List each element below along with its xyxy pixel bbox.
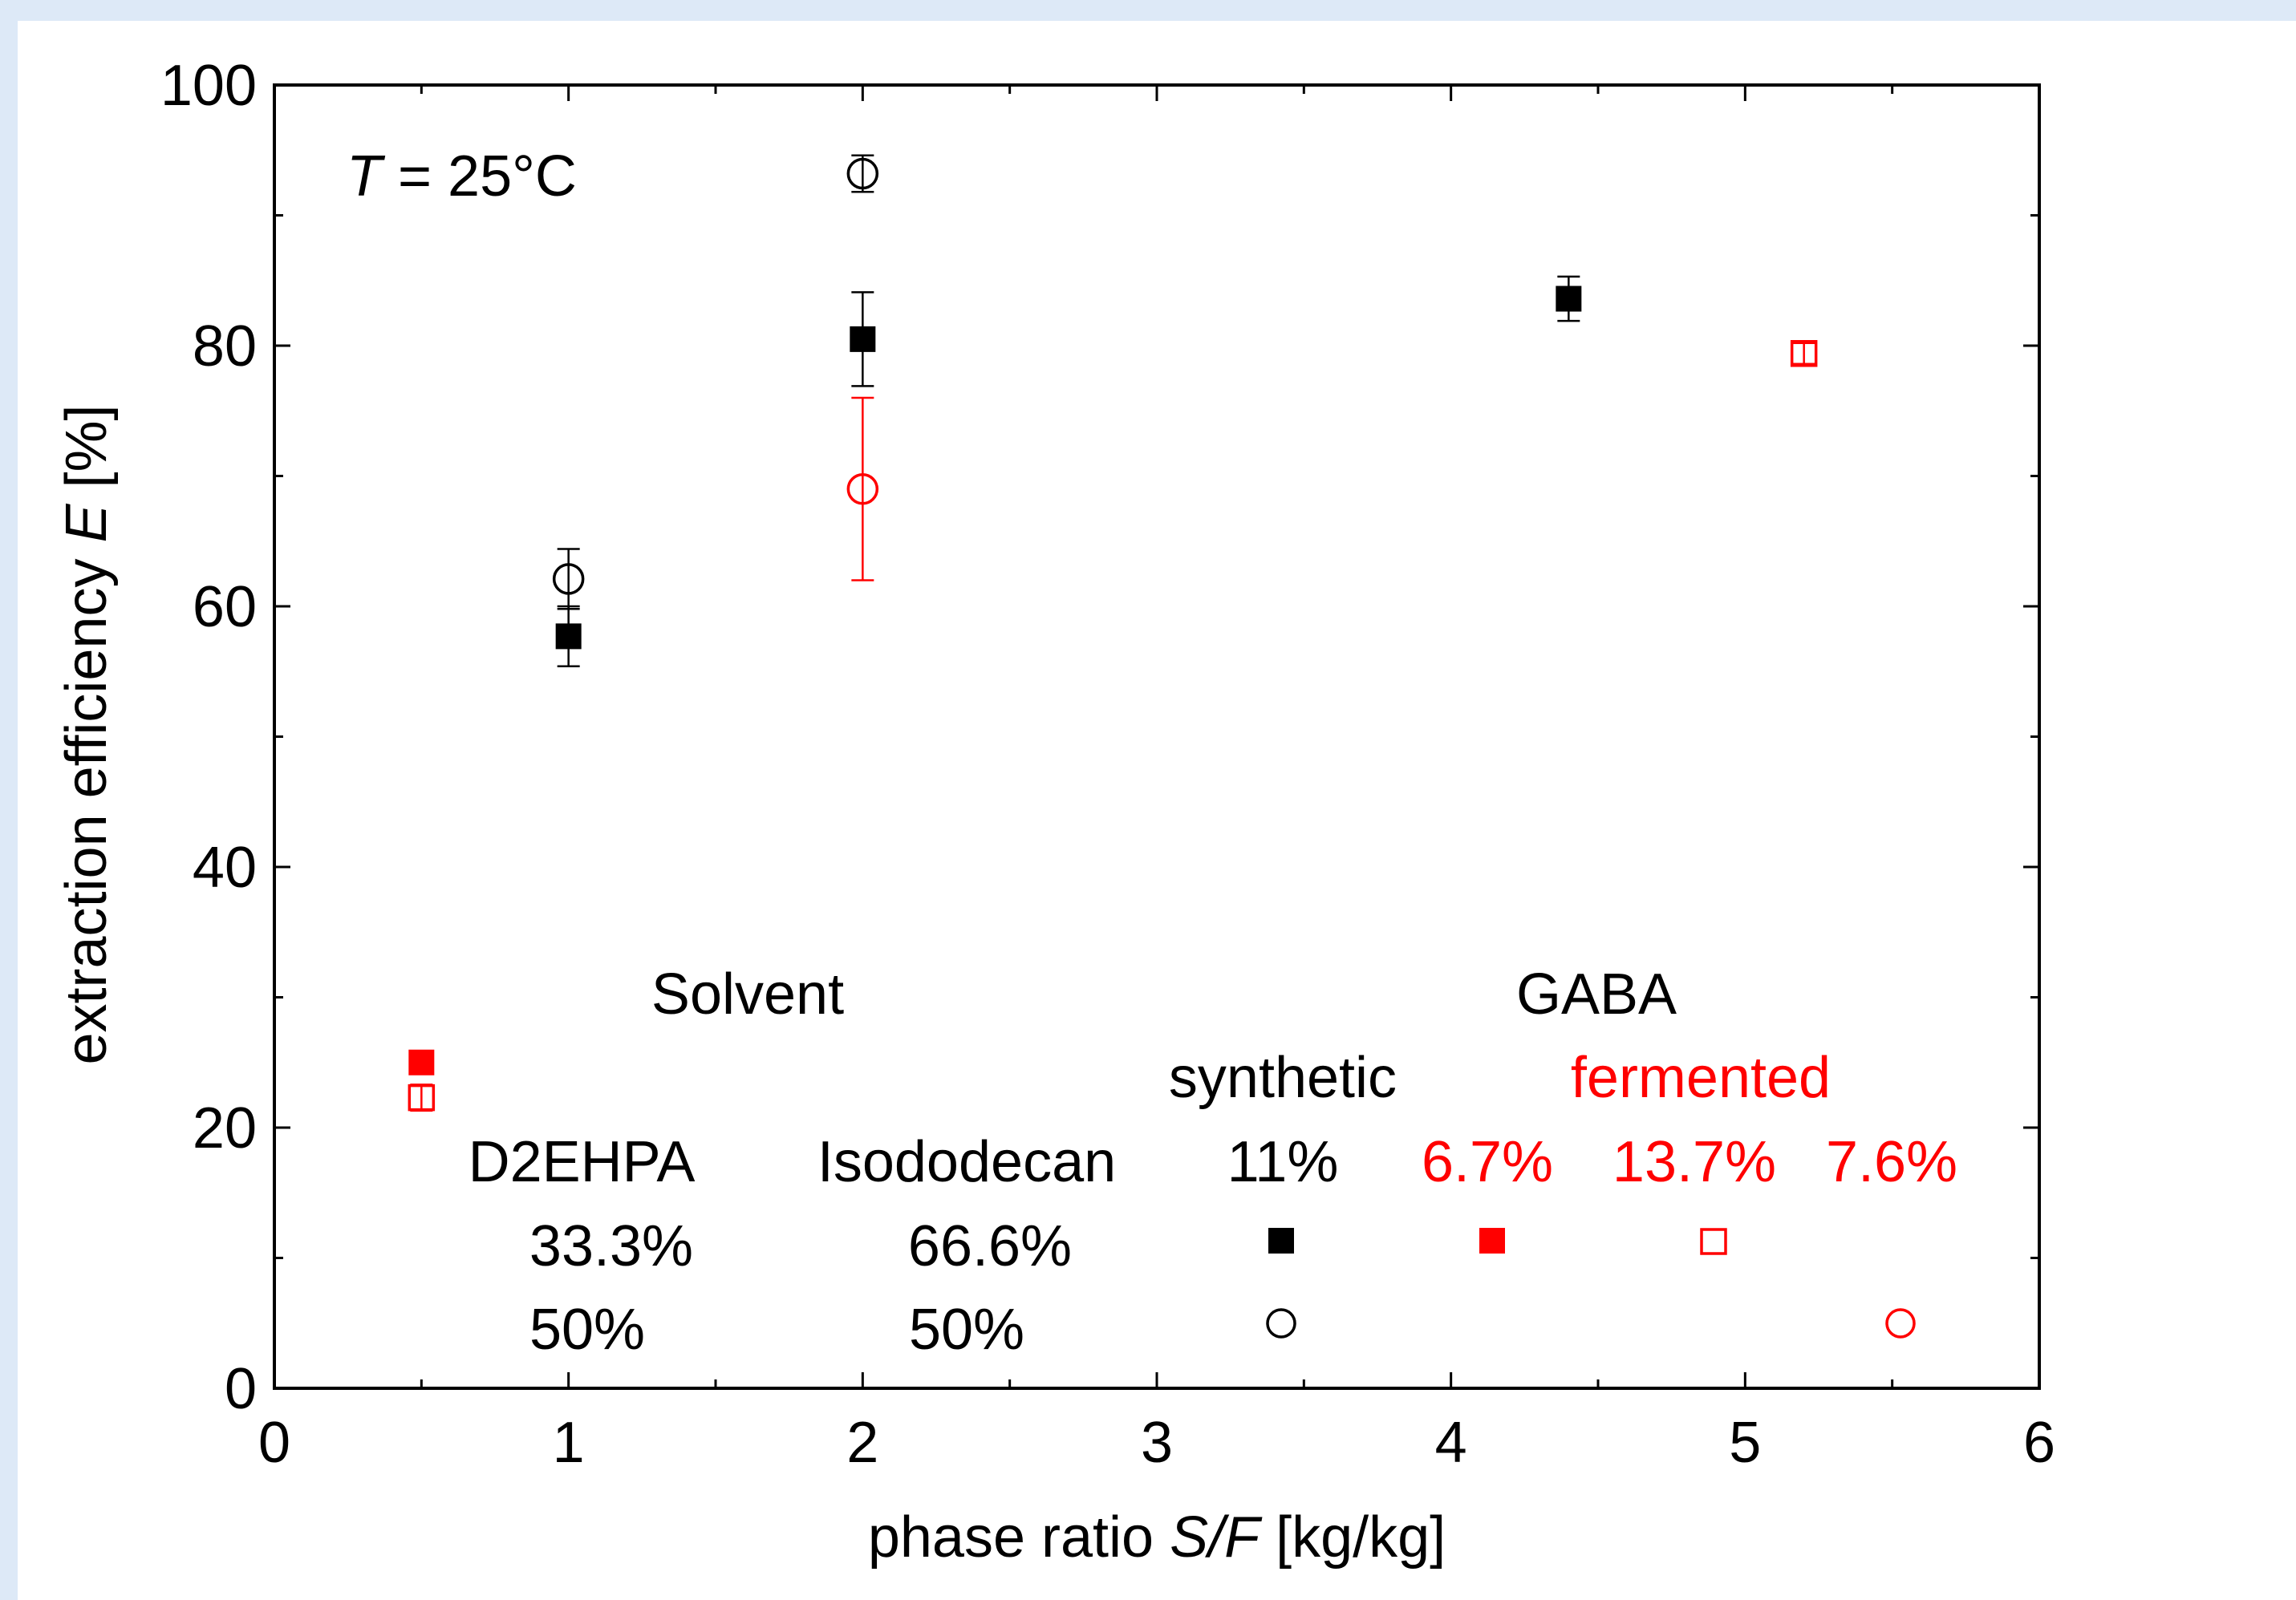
y-tick-label: 80 (193, 314, 257, 379)
legend-marker-fermented-filled-square (1479, 1228, 1505, 1254)
legend-row1-isododecan: 66.6% (908, 1214, 1072, 1278)
y-axis-label-var: E (55, 504, 119, 543)
figure-panel: 0 1 2 3 4 5 6 0 20 40 60 80 100 phase ratio S/F [kg/… (18, 21, 2296, 1600)
legend-marker-fermented-open-circle (1885, 1308, 1916, 1339)
data-point-filled-square (408, 1049, 435, 1075)
data-point-open-circle (552, 563, 585, 595)
y-tick-label: 0 (225, 1357, 257, 1421)
x-tick-label: 0 (258, 1411, 290, 1475)
y-tick-label: 100 (160, 54, 257, 118)
temperature-annotation: T = 25°C (347, 144, 577, 209)
y-axis-label: extraction efficiency E [%] (55, 404, 119, 1064)
data-point-open-square (1790, 340, 1818, 367)
y-axis-label-prefix: extraction efficiency (55, 543, 119, 1065)
legend-marker-synthetic-filled-square (1268, 1228, 1294, 1254)
axis-ticks (273, 83, 2041, 1390)
y-tick-label: 20 (193, 1096, 257, 1161)
legend-synthetic-label: synthetic (1169, 1046, 1397, 1110)
x-axis-label-var: S/F (1170, 1505, 1263, 1570)
x-tick-label: 5 (1729, 1411, 1761, 1475)
legend-col-fermented-7-6: 7.6% (1826, 1130, 1957, 1194)
legend-col-fermented-6-7: 6.7% (1422, 1130, 1553, 1194)
legend-row1-d2ehpa: 33.3% (529, 1214, 693, 1278)
data-point-filled-square (1556, 286, 1582, 312)
y-tick-label: 40 (193, 836, 257, 900)
legend-col-d2ehpa: D2EHPA (469, 1130, 696, 1194)
legend: Solvent GABA synthetic fermented D2EHPA … (469, 962, 1957, 1362)
x-axis-label-unit: [kg/kg] (1260, 1505, 1446, 1570)
x-tick-label: 2 (846, 1411, 878, 1475)
x-tick-label: 3 (1141, 1411, 1173, 1475)
legend-marker-fermented-open-square (1700, 1228, 1727, 1255)
y-tick-label: 60 (193, 575, 257, 639)
data-point-open-circle (846, 473, 879, 505)
data-point-open-circle (846, 157, 879, 190)
legend-row2-d2ehpa: 50% (529, 1298, 645, 1362)
legend-col-isododecan: Isododecan (817, 1130, 1116, 1194)
data-point-filled-square (850, 326, 876, 352)
temperature-annotation-value: = 25°C (382, 144, 577, 209)
data-points (408, 154, 1818, 1112)
legend-fermented-label: fermented (1571, 1046, 1831, 1110)
data-point-filled-square (555, 623, 582, 650)
legend-col-fermented-13-7: 13.7% (1612, 1130, 1776, 1194)
x-axis-label: phase ratio S/F [kg/kg] (868, 1505, 1446, 1570)
legend-marker-synthetic-open-circle (1266, 1308, 1296, 1339)
y-axis-label-unit: [%] (55, 404, 119, 504)
data-point-open-square (408, 1084, 436, 1112)
x-tick-label: 6 (2023, 1411, 2055, 1475)
x-axis-label-prefix: phase ratio (868, 1505, 1170, 1570)
legend-solvent-header: Solvent (651, 962, 844, 1027)
temperature-annotation-var: T (347, 144, 386, 209)
legend-col-synthetic-11: 11% (1227, 1130, 1339, 1194)
legend-gaba-header: GABA (1516, 962, 1677, 1027)
legend-row2-isododecan: 50% (909, 1298, 1024, 1362)
x-tick-label: 1 (553, 1411, 585, 1475)
x-tick-label: 4 (1435, 1411, 1467, 1475)
